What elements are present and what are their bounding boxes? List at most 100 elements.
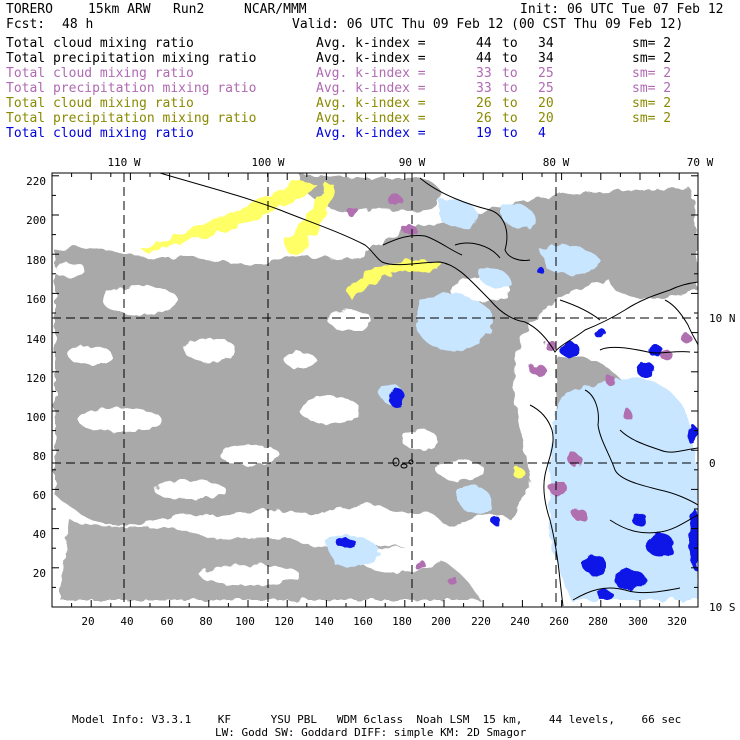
y-tick-label: 40 <box>33 528 46 541</box>
legend-kindex-from: 19 <box>476 126 492 141</box>
legend-field-name: Total cloud mixing ratio <box>6 36 194 51</box>
legend-smoothing: sm= 2 <box>632 81 672 96</box>
legend-row: Total precipitation mixing ratio Avg. k-i… <box>6 81 734 96</box>
legend-kindex-to: 25 <box>538 66 554 81</box>
legend-kindex-to-word: to <box>502 81 518 96</box>
legend-kindex-to: 34 <box>538 51 554 66</box>
legend-smoothing: sm= 2 <box>632 111 672 126</box>
legend-kindex-to-word: to <box>502 96 518 111</box>
model-info-line-2: LW: Godd SW: Goddard DIFF: simple KM: 2D… <box>215 726 527 739</box>
x-tick-label: 20 <box>81 615 94 628</box>
legend-field-name: Total cloud mixing ratio <box>6 96 194 111</box>
legend-field-name: Total precipitation mixing ratio <box>6 111 257 126</box>
legend-smoothing: sm= 2 <box>632 96 672 111</box>
legend-kindex-to-word: to <box>502 36 518 51</box>
x-tick-label: 140 <box>314 615 334 628</box>
legend-row: Total cloud mixing ratio Avg. k-index = 33… <box>6 66 734 81</box>
y-tick-label: 80 <box>33 450 46 463</box>
grid-lines <box>52 173 698 607</box>
init-time: Init: 06 UTC Tue 07 Feb 12 <box>520 2 724 17</box>
forecast-label: Fcst: <box>6 17 46 32</box>
legend-kindex-label: Avg. k-index = <box>316 51 426 66</box>
map-field <box>54 173 698 607</box>
legend-row: Total cloud mixing ratio Avg. k-index = 19… <box>6 126 734 141</box>
legend-field-name: Total cloud mixing ratio <box>6 66 194 81</box>
y-tick-label: 220 <box>26 175 46 188</box>
model-info-line-1: Model Info: V3.3.1 KF YSU PBL WDM 6class… <box>72 713 682 726</box>
model-resolution: 15km ARW <box>88 2 151 17</box>
legend-row: Total cloud mixing ratio Avg. k-index = 26… <box>6 96 734 111</box>
lat-label-10s: 10 S <box>709 601 736 614</box>
legend-kindex-from: 44 <box>476 51 492 66</box>
legend-field-name: Total cloud mixing ratio <box>6 126 194 141</box>
galapagos-islands <box>392 457 414 469</box>
legend-kindex-to: 20 <box>538 111 554 126</box>
legend-kindex-to: 20 <box>538 96 554 111</box>
legend-kindex-to-word: to <box>502 111 518 126</box>
x-tick-label: 40 <box>120 615 133 628</box>
lon-label-80w: 80 W <box>543 156 570 169</box>
map-frame <box>51 172 699 608</box>
legend-field-name: Total precipitation mixing ratio <box>6 51 257 66</box>
y-tick-label: 160 <box>26 293 46 306</box>
x-tick-label: 80 <box>199 615 212 628</box>
coastlines <box>159 173 698 607</box>
x-tick-label: 60 <box>160 615 173 628</box>
x-tick-label: 120 <box>274 615 294 628</box>
model-name: TORERO <box>6 2 53 17</box>
lon-label-100w: 100 W <box>251 156 284 169</box>
x-tick-label: 160 <box>353 615 373 628</box>
legend-kindex-to: 25 <box>538 81 554 96</box>
legend-kindex-label: Avg. k-index = <box>316 81 426 96</box>
valid-time: Valid: 06 UTC Thu 09 Feb 12 (00 CST Thu … <box>292 17 684 32</box>
legend-kindex-to-word: to <box>502 126 518 141</box>
lat-label-0: 0 <box>709 457 716 470</box>
y-tick-label: 140 <box>26 333 46 346</box>
legend-kindex-from: 44 <box>476 36 492 51</box>
legend-kindex-to-word: to <box>502 51 518 66</box>
legend-kindex-from: 33 <box>476 81 492 96</box>
lat-label-10n: 10 N <box>709 312 736 325</box>
x-tick-label: 280 <box>588 615 608 628</box>
lon-label-70w: 70 W <box>687 156 714 169</box>
legend-row: Total precipitation mixing ratio Avg. k-i… <box>6 111 734 126</box>
legend-field-name: Total precipitation mixing ratio <box>6 81 257 96</box>
x-tick-label: 220 <box>471 615 491 628</box>
axis-ticks <box>51 173 698 608</box>
lon-label-90w: 90 W <box>399 156 426 169</box>
x-tick-label: 200 <box>431 615 451 628</box>
x-tick-label: 300 <box>628 615 648 628</box>
legend-kindex-label: Avg. k-index = <box>316 36 426 51</box>
legend-smoothing: sm= 2 <box>632 36 672 51</box>
y-tick-label: 60 <box>33 489 46 502</box>
legend-row: Total precipitation mixing ratio Avg. k-i… <box>6 51 734 66</box>
legend-kindex-label: Avg. k-index = <box>316 111 426 126</box>
y-tick-label: 200 <box>26 214 46 227</box>
legend-row: Total cloud mixing ratio Avg. k-index = 44… <box>6 36 734 51</box>
legend-kindex-label: Avg. k-index = <box>316 96 426 111</box>
y-tick-label: 20 <box>33 567 46 580</box>
y-tick-label: 180 <box>26 254 46 267</box>
y-tick-label: 120 <box>26 372 46 385</box>
legend-kindex-from: 33 <box>476 66 492 81</box>
y-tick-label: 100 <box>26 411 46 424</box>
legend-kindex-from: 26 <box>476 96 492 111</box>
legend-smoothing: sm= 2 <box>632 66 672 81</box>
legend-kindex-label: Avg. k-index = <box>316 66 426 81</box>
x-tick-label: 260 <box>549 615 569 628</box>
legend-kindex-to-word: to <box>502 66 518 81</box>
x-tick-label: 180 <box>392 615 412 628</box>
x-tick-label: 320 <box>667 615 687 628</box>
legend-kindex-to: 4 <box>538 126 546 141</box>
legend-kindex-from: 26 <box>476 111 492 126</box>
x-tick-label: 100 <box>235 615 255 628</box>
blue-convection <box>336 267 698 600</box>
x-tick-label: 240 <box>510 615 530 628</box>
legend-smoothing: sm= 2 <box>632 51 672 66</box>
lon-label-110w: 110 W <box>107 156 140 169</box>
forecast-hours: 48 h <box>62 17 94 32</box>
model-run: Run2 <box>173 2 205 17</box>
legend-kindex-label: Avg. k-index = <box>316 126 426 141</box>
model-org: NCAR/MMM <box>244 2 307 17</box>
